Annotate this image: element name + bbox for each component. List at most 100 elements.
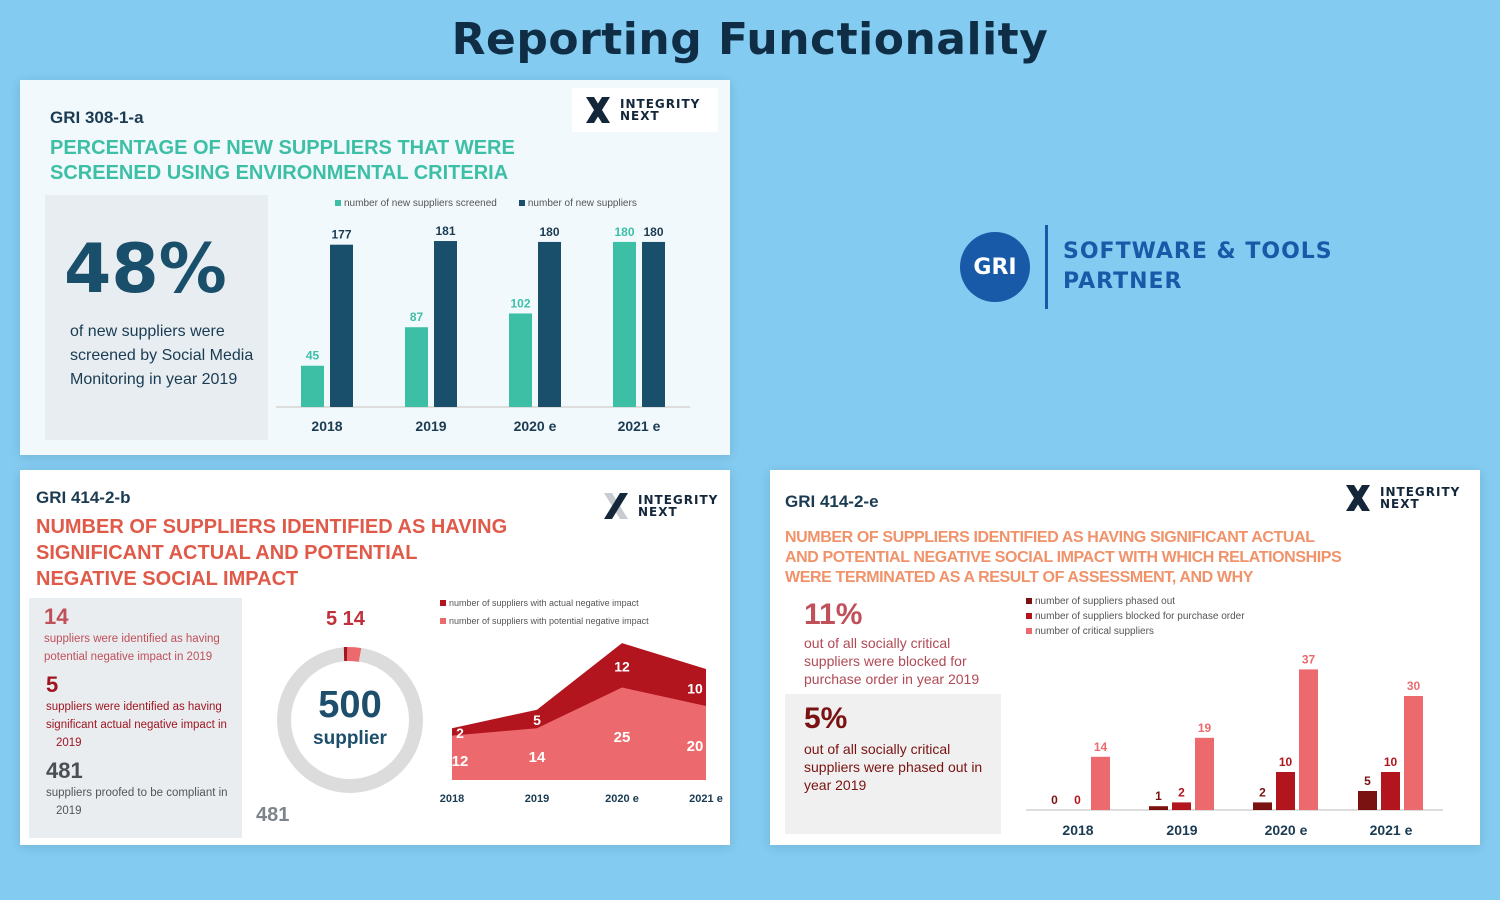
donut-top-labels: 5 14 (326, 608, 365, 630)
x-tick-label: 2018 (440, 793, 464, 805)
text-line: suppliers were blocked for (804, 653, 967, 669)
donut-unit: supplier (313, 728, 387, 749)
actual-impact-count: 5 (46, 672, 59, 697)
text-line: of new suppliers were (70, 323, 225, 340)
bar (1404, 696, 1423, 810)
bar (1358, 791, 1377, 810)
heading-line: NEGATIVE SOCIAL IMPACT (36, 568, 299, 590)
logo-line2: NEXT (1380, 497, 1420, 511)
bar-value-label: 2 (1259, 785, 1266, 799)
area-value-label: 2 (456, 725, 464, 741)
logo-line2: NEXT (638, 505, 678, 519)
chart-legend: number of new suppliers screened number … (335, 198, 637, 209)
text-line: screened by Social Media (70, 347, 254, 364)
bar-value-label: 177 (331, 228, 351, 242)
area-value-label: 5 (533, 712, 541, 728)
page-title: Reporting Functionality (451, 14, 1049, 65)
supplier-donut-chart (277, 646, 423, 793)
blocked-text: out of all socially critical suppliers w… (804, 634, 979, 688)
bar (434, 241, 457, 407)
report-slide-gri-414-2-e: INTEGRITY NEXT GRI 414-2-e NUMBER OF SUPP… (770, 470, 1480, 845)
area-value-label: 14 (529, 749, 546, 766)
x-tick-label: 2021 e (618, 418, 661, 434)
gri-partner-line1: SOFTWARE & TOOLS (1063, 239, 1333, 264)
legend-item: number of new suppliers (518, 198, 637, 209)
compliant-count: 481 (46, 758, 83, 783)
area-value-label: 20 (687, 738, 704, 755)
bar-value-label: 180 (539, 225, 559, 239)
text-line: suppliers were identified as having (46, 701, 222, 713)
bar-value-label: 0 (1051, 793, 1058, 807)
text-line: 2019 (56, 805, 82, 817)
x-tick-label: 2019 (1166, 822, 1197, 838)
bar-value-label: 37 (1302, 652, 1316, 666)
donut-total: 500 (318, 684, 382, 726)
gri-code: GRI 414-2-b (36, 488, 131, 507)
logo-line1: INTEGRITY (1380, 485, 1461, 499)
stat-box (785, 694, 1001, 834)
bar (1253, 802, 1272, 810)
bar-value-label: 180 (614, 225, 634, 239)
bar (613, 241, 636, 407)
x-tick-label: 2019 (415, 418, 446, 434)
gri-logo: GRI (960, 232, 1030, 302)
impact-area-chart: 12 2 2018 14 5 2019 25 12 2020 e 20 10 2021 e (440, 643, 723, 805)
bar (1091, 756, 1110, 810)
donut-segment-potential (345, 646, 362, 662)
integrity-next-x-icon (604, 493, 628, 519)
x-tick-label: 2020 e (1265, 822, 1308, 838)
x-tick-label: 2019 (525, 793, 549, 805)
bar-value-label: 30 (1407, 679, 1421, 693)
report-slide-gri-308-1-a: INTEGRITY NEXT GRI 308-1-a PERCENTAGE OF … (20, 80, 730, 455)
text-line: 2019 (56, 737, 82, 749)
screened-percent: 48% (64, 230, 227, 309)
stat-box (29, 598, 242, 838)
bar (538, 241, 561, 407)
legend-item: number of critical suppliers (1026, 626, 1245, 637)
heading-line: WERE TERMINATED AS A RESULT OF ASSESSMEN… (785, 569, 1254, 586)
slide-heading: PERCENTAGE OF NEW SUPPLIERS THAT WERE SC… (50, 136, 515, 186)
phased-out-text: out of all socially critical suppliers w… (804, 740, 982, 794)
slide-heading: NUMBER OF SUPPLIERS IDENTIFIED AS HAVING… (785, 528, 1342, 588)
legend-item: number of suppliers phased out (1026, 596, 1245, 607)
text-line: potential negative impact in 2019 (44, 651, 213, 663)
bar-value-label: 2 (1178, 785, 1185, 799)
gri-partner-text: SOFTWARE & TOOLS PARTNER (1063, 237, 1333, 297)
bar-value-label: 5 (1364, 774, 1371, 788)
integrity-next-logo: INTEGRITY NEXT (590, 482, 729, 530)
area-value-label: 12 (452, 753, 469, 770)
bar (1299, 669, 1318, 810)
bar-value-label: 19 (1198, 721, 1212, 735)
text-line: Monitoring in year 2019 (70, 371, 238, 388)
area-value-label: 25 (614, 729, 631, 746)
integrity-next-logo: INTEGRITY NEXT (572, 88, 718, 132)
area-value-label: 10 (687, 681, 703, 697)
logo-line1: INTEGRITY (620, 97, 701, 111)
gri-code: GRI 308-1-a (50, 108, 144, 127)
bar-value-label: 1 (1155, 789, 1162, 803)
bar (330, 244, 353, 407)
screened-text: of new suppliers were screened by Social… (70, 320, 253, 392)
termination-bar-chart: 0 0 14 2018 1 2 19 2019 2 10 37 2020 e 5 10 30 2021 e (1026, 652, 1443, 838)
x-tick-label: 2021 e (689, 793, 723, 805)
actual-impact-text: suppliers were identified as having sign… (46, 698, 227, 752)
stat-box (45, 195, 268, 440)
divider (1045, 225, 1048, 309)
slide-heading: NUMBER OF SUPPLIERS IDENTIFIED AS HAVING… (36, 514, 507, 592)
text-line: out of all socially critical (804, 635, 951, 651)
bar (1381, 772, 1400, 810)
text-line: purchase order in year 2019 (804, 671, 980, 687)
x-tick-label: 2020 e (605, 793, 639, 805)
bar-value-label: 10 (1384, 755, 1398, 769)
potential-impact-count: 14 (44, 604, 69, 629)
integrity-next-logo: INTEGRITY NEXT (1332, 478, 1471, 518)
new-suppliers-bar-chart: 45 177 2018 87 181 2019 102 180 2020 e 180 180 2021… (276, 224, 690, 434)
bar (1149, 806, 1168, 810)
bar (405, 327, 428, 407)
legend-item: number of suppliers blocked for purchase… (1026, 611, 1245, 622)
legend-item: number of suppliers with actual negative… (440, 598, 649, 608)
integrity-next-x-icon (586, 97, 610, 123)
bar (1276, 772, 1295, 810)
chart-legend: number of suppliers with actual negative… (440, 598, 649, 626)
text-line: suppliers proofed to be compliant in (46, 787, 228, 799)
